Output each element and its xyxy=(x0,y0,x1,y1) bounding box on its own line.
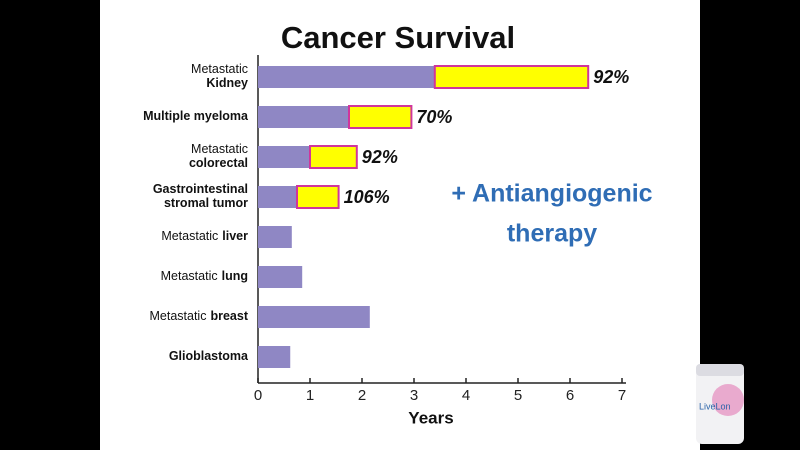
y-tick-label: stromal tumor xyxy=(164,196,248,210)
bar xyxy=(258,186,297,208)
x-tick-label: 2 xyxy=(358,387,366,404)
label-part: Metastatic xyxy=(161,269,218,283)
y-tick-label: Metastatic xyxy=(191,142,248,156)
label-part: Metastatic xyxy=(191,142,248,156)
label-part: Metastatic xyxy=(161,229,218,243)
bar xyxy=(258,146,310,168)
label-part: liver xyxy=(222,229,248,243)
label-part: stromal tumor xyxy=(164,196,248,210)
label-part: lung xyxy=(222,269,248,283)
label-part: Multiple myeloma xyxy=(143,109,249,123)
y-tick-label: Glioblastoma xyxy=(169,349,249,363)
y-tick-label: Gastrointestinal xyxy=(153,182,248,196)
x-tick-label: 1 xyxy=(306,387,314,404)
label-part: Glioblastoma xyxy=(169,349,249,363)
x-tick-label: 0 xyxy=(254,387,262,404)
gain-label: 92% xyxy=(593,67,629,87)
bar xyxy=(258,226,292,248)
bar xyxy=(258,66,435,88)
bar xyxy=(258,266,303,288)
bar xyxy=(258,306,370,328)
y-tick-label: Metastatic xyxy=(191,62,248,76)
bottle-flower xyxy=(712,384,744,416)
bar xyxy=(296,185,340,209)
label-part: Metastatic xyxy=(150,309,207,323)
y-tick-label: Kidney xyxy=(206,76,248,90)
bar xyxy=(258,106,349,128)
annotation: therapy xyxy=(507,220,597,248)
gain-label: 70% xyxy=(416,107,452,127)
x-tick-label: 5 xyxy=(514,387,522,404)
y-tick-label: colorectal xyxy=(189,156,248,170)
bar xyxy=(348,105,413,129)
chart-title: Cancer Survival xyxy=(281,20,515,55)
label-part: breast xyxy=(210,309,248,323)
bar xyxy=(258,346,291,368)
x-tick-label: 4 xyxy=(462,387,470,404)
y-tick-label: Multiple myeloma xyxy=(143,109,249,123)
x-axis-label: Years xyxy=(408,408,453,427)
label-part: Kidney xyxy=(206,76,248,90)
label-part: Metastatic xyxy=(191,62,248,76)
x-tick-label: 6 xyxy=(566,387,574,404)
bar xyxy=(309,145,358,169)
y-tick-label: Metastatic liver xyxy=(161,229,248,243)
x-tick-label: 7 xyxy=(618,387,626,404)
y-tick-label: Metastatic lung xyxy=(161,269,248,283)
gain-label: 106% xyxy=(344,187,390,207)
product-label: LiveLon xyxy=(699,401,731,411)
label-part: Gastrointestinal xyxy=(153,182,248,196)
label-part: colorectal xyxy=(189,156,248,170)
annotation: + Antiangiogenic xyxy=(451,180,652,208)
y-tick-label: Metastatic breast xyxy=(150,309,249,323)
gain-label: 92% xyxy=(362,147,398,167)
bottle-cap xyxy=(696,364,744,376)
x-tick-label: 3 xyxy=(410,387,418,404)
product-bottle: LiveLon xyxy=(696,364,744,444)
bar xyxy=(433,65,590,89)
